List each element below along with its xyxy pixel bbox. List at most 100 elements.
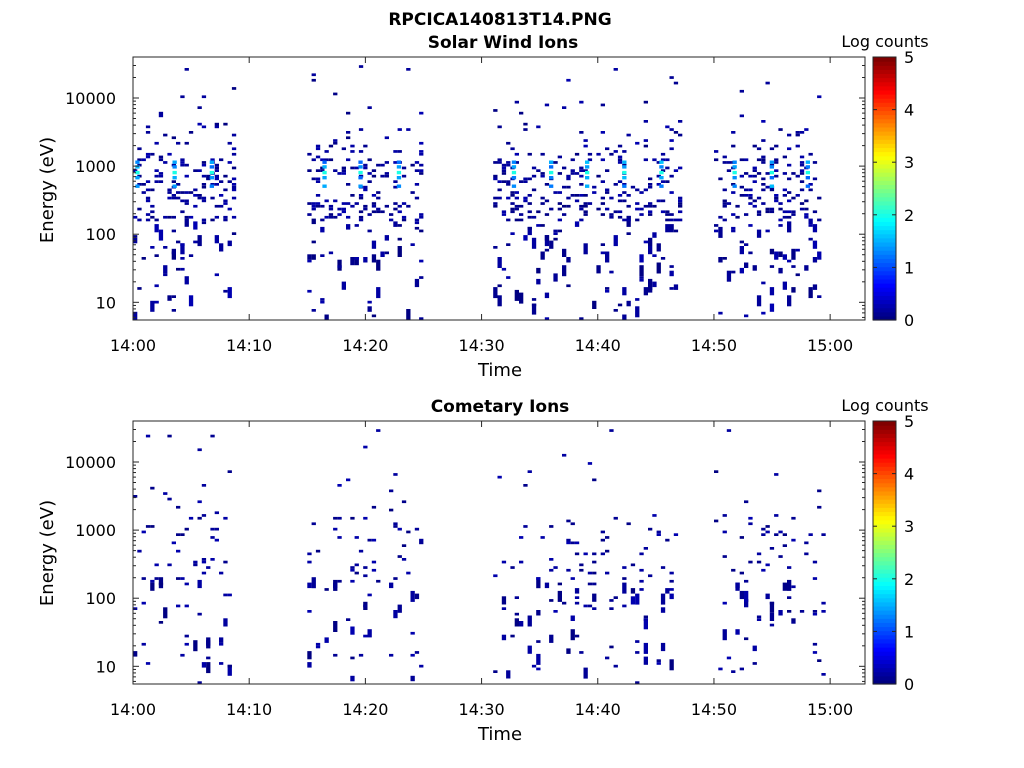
heatmap-cell xyxy=(363,516,368,520)
heatmap-cell xyxy=(665,166,670,170)
heatmap-cell xyxy=(401,166,407,170)
heatmap-cell xyxy=(163,215,168,219)
heatmap-cell xyxy=(613,235,618,247)
heatmap-cell xyxy=(324,588,329,591)
heatmap-cell xyxy=(613,183,618,186)
heatmap-cell xyxy=(184,527,189,531)
heatmap-cell xyxy=(184,582,189,586)
heatmap-cell xyxy=(206,662,211,674)
heatmap-cell xyxy=(231,183,237,186)
heatmap-peak-cell xyxy=(769,184,774,188)
heatmap-cell xyxy=(320,226,325,233)
heatmap-cell xyxy=(574,152,580,156)
heatmap-cell xyxy=(141,601,146,605)
heatmap-cell xyxy=(761,188,766,192)
heatmap-cell xyxy=(639,276,644,279)
heatmap-peak-cell xyxy=(135,184,140,188)
heatmap-cell xyxy=(501,210,507,214)
heatmap-cell xyxy=(656,262,661,274)
heatmap-cell xyxy=(328,158,334,162)
heatmap-cell xyxy=(176,604,181,608)
heatmap-peak-cell xyxy=(511,160,517,164)
heatmap-cell xyxy=(311,218,316,225)
heatmap-cell xyxy=(206,640,211,646)
heatmap-cell xyxy=(549,558,554,561)
heatmap-cell xyxy=(320,169,325,172)
heatmap-cell xyxy=(346,183,351,186)
heatmap-cell xyxy=(519,218,524,222)
heatmap-cell xyxy=(817,659,822,662)
heatmap-cell xyxy=(735,582,740,589)
heatmap-cell xyxy=(549,599,554,602)
heatmap-cell xyxy=(622,163,627,167)
colorbar: Log counts 0 1 2 3 4 5 xyxy=(841,396,928,694)
heatmap-cell xyxy=(363,604,368,608)
heatmap-cell xyxy=(774,473,779,476)
heatmap-cell xyxy=(158,180,164,183)
heatmap-cell xyxy=(536,577,541,589)
heatmap-cell xyxy=(333,169,338,172)
colorbar-segment xyxy=(873,610,896,615)
heatmap-cell xyxy=(639,588,644,591)
heatmap-cell xyxy=(592,560,597,564)
heatmap-cell xyxy=(406,128,411,131)
heatmap-cell xyxy=(587,152,593,156)
heatmap-cell xyxy=(765,172,770,175)
heatmap-cell xyxy=(731,226,736,230)
heatmap-cell xyxy=(493,177,498,181)
heatmap-cell xyxy=(566,204,571,208)
heatmap-cell xyxy=(497,158,502,162)
heatmap-cell xyxy=(782,533,787,536)
heatmap-cell xyxy=(748,516,753,520)
heatmap-cell xyxy=(176,549,181,553)
heatmap-cell xyxy=(514,218,519,222)
heatmap-cell xyxy=(673,533,679,536)
heatmap-cell xyxy=(748,522,753,526)
heatmap-cell xyxy=(583,144,588,148)
heatmap-cell xyxy=(787,177,792,181)
heatmap-cell xyxy=(307,610,312,613)
heatmap-cell xyxy=(726,429,732,432)
heatmap-cell xyxy=(501,180,507,183)
heatmap-cell xyxy=(363,185,368,189)
heatmap-cell xyxy=(315,642,321,646)
heatmap-cell xyxy=(519,560,524,564)
heatmap-cell xyxy=(765,210,770,214)
heatmap-cell xyxy=(210,196,215,200)
heatmap-cell xyxy=(739,194,744,197)
heatmap-cell xyxy=(722,601,727,605)
x-tick-label: 15:00 xyxy=(807,700,853,719)
heatmap-cell xyxy=(799,172,805,175)
heatmap-cell xyxy=(419,111,424,115)
heatmap-cell xyxy=(774,144,779,148)
heatmap-cell xyxy=(419,538,424,542)
heatmap-cell xyxy=(154,577,159,580)
heatmap-cell xyxy=(579,183,584,186)
heatmap-cell xyxy=(735,204,740,208)
heatmap-cell xyxy=(812,284,818,290)
heatmap-peak-cell xyxy=(396,170,402,175)
heatmap-cell xyxy=(307,213,312,216)
colorbar-tick-label: 4 xyxy=(904,101,914,120)
heatmap-cell xyxy=(201,558,207,561)
heatmap-cell xyxy=(744,243,749,246)
heatmap-cell xyxy=(752,166,757,170)
heatmap-cell xyxy=(617,199,623,203)
heatmap-cell xyxy=(744,172,749,175)
heatmap-cell xyxy=(414,593,420,600)
heatmap-peak-cell xyxy=(172,165,177,169)
heatmap-cell xyxy=(201,484,207,487)
heatmap-cell xyxy=(311,522,316,526)
heatmap-cell xyxy=(739,590,744,600)
heatmap-cell xyxy=(501,596,507,605)
heatmap-cell xyxy=(718,257,723,263)
heatmap-cell xyxy=(363,257,368,263)
heatmap-cell xyxy=(744,314,749,318)
heatmap-cell xyxy=(371,169,377,172)
heatmap-cell xyxy=(210,434,215,438)
heatmap-cell xyxy=(201,185,207,189)
colorbar-segment xyxy=(873,278,896,284)
heatmap-peak-cell xyxy=(769,176,774,180)
heatmap-cell xyxy=(150,579,155,583)
heatmap-cell xyxy=(328,215,334,219)
